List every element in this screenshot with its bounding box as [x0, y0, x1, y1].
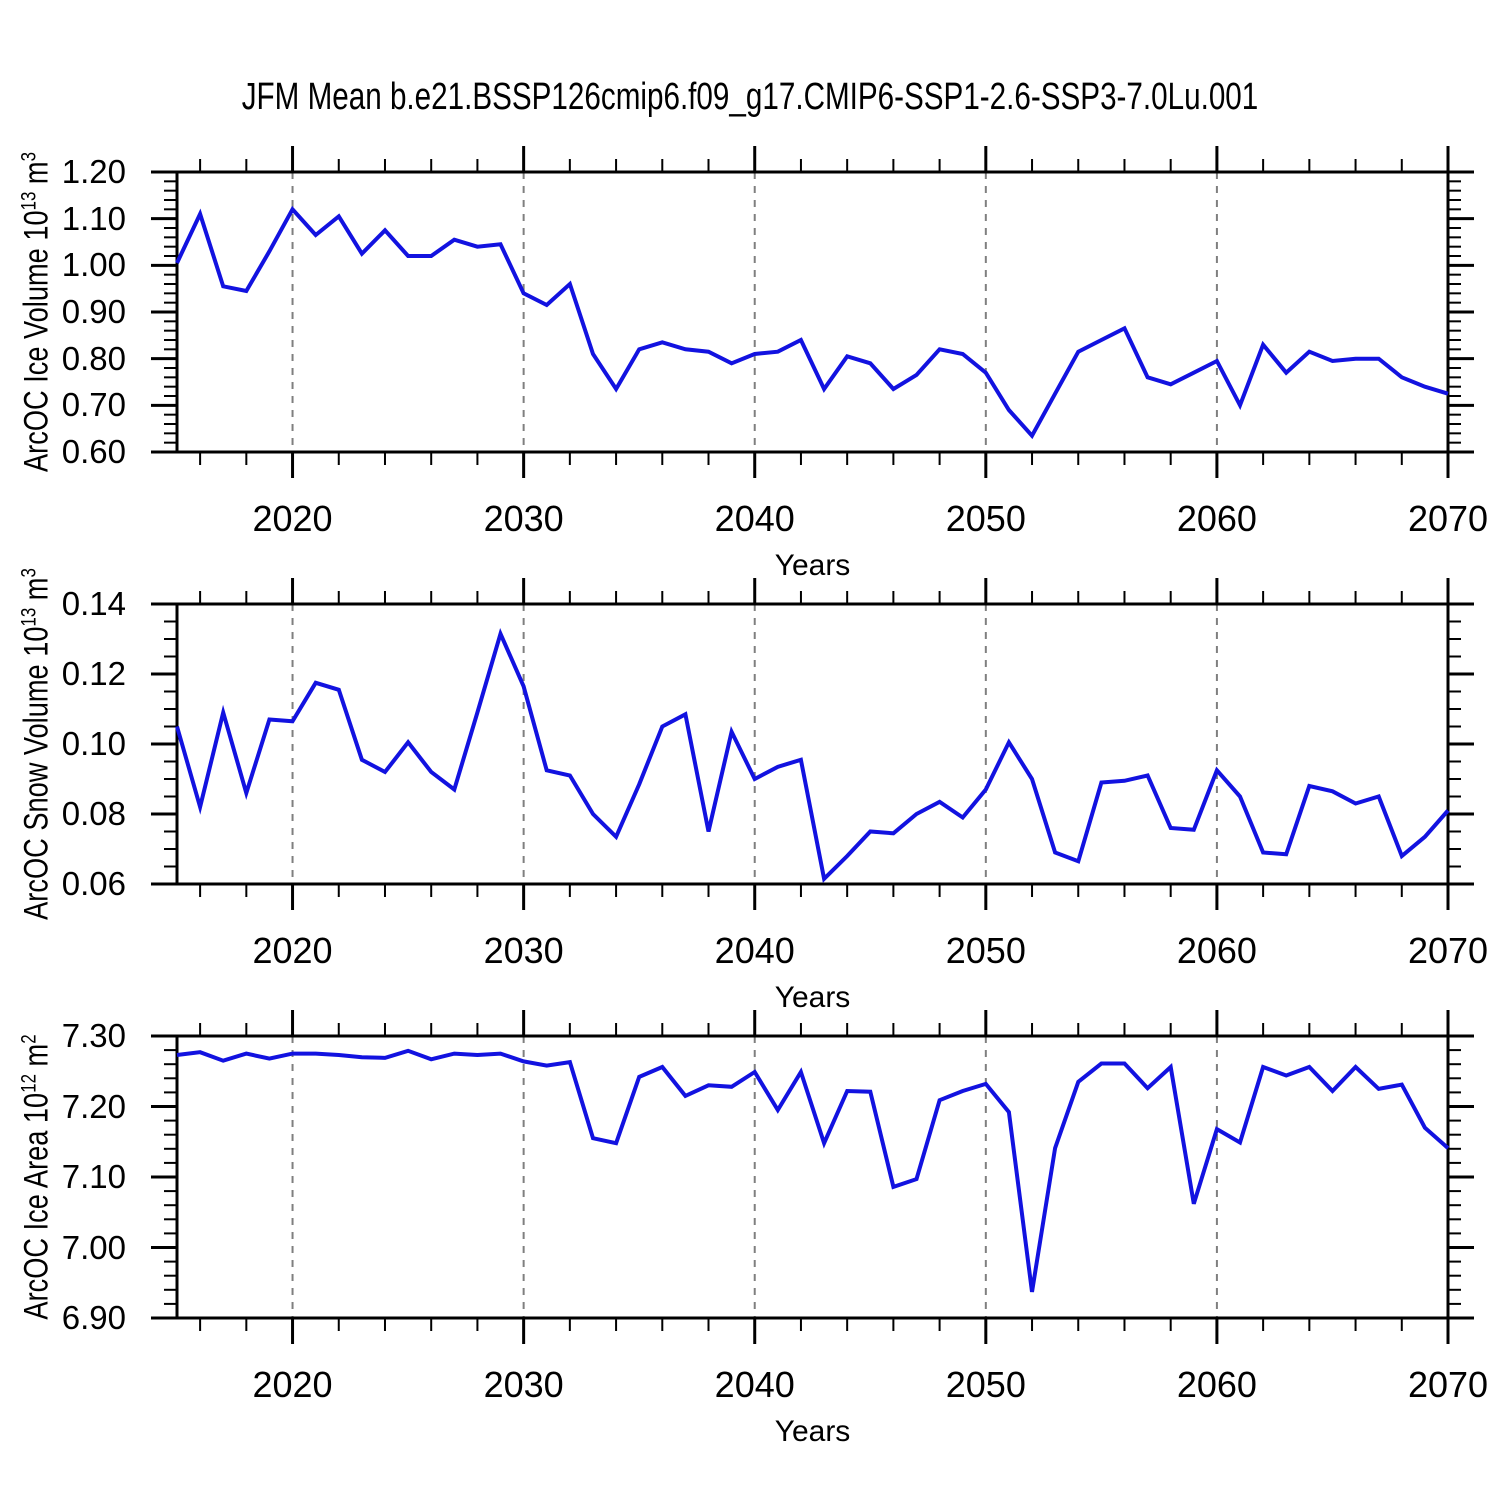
plot-border: [175, 1034, 1450, 1320]
figure-title: JFM Mean b.e21.BSSP126cmip6.f09_g17.CMIP…: [241, 76, 1259, 118]
exponent-text: 2: [17, 1034, 41, 1044]
ice-volume-y-axis-title: ArcOC Ice Volume 1013 m3: [17, 152, 56, 472]
plot-border: [175, 170, 1450, 454]
y-axis-title-text: ArcOC Ice Volume 10: [17, 210, 56, 472]
x-tick-label: 2070: [1407, 498, 1489, 539]
x-tick-label: 2040: [714, 930, 795, 971]
y-tick-label: 6.90: [61, 1299, 126, 1336]
ice-area-panel: [151, 1010, 1474, 1344]
y-tick-label: 0.70: [61, 386, 126, 424]
y-tick-label: 0.06: [61, 865, 126, 902]
snow-volume-panel: [151, 578, 1474, 910]
x-tick-label: 2050: [945, 1364, 1026, 1405]
plot-border: [175, 602, 1450, 886]
y-tick-label: 0.10: [61, 725, 126, 762]
y-tick-label: 1.10: [61, 199, 126, 237]
x-axis-title: Years: [774, 549, 851, 582]
x-tick-label: 2070: [1407, 930, 1489, 971]
x-tick-label: 2040: [714, 498, 795, 539]
exponent-text: 3: [17, 568, 41, 578]
x-tick-label: 2060: [1176, 498, 1257, 539]
exponent-text: 13: [17, 607, 41, 627]
ice-area-line: [176, 1048, 1450, 1293]
ice-volume-panel: [151, 146, 1474, 478]
y-axis-title-text: m: [17, 577, 56, 608]
snow-volume-y-axis-title: ArcOC Snow Volume 1013 m3: [17, 568, 56, 920]
snow-volume-line: [175, 627, 1450, 883]
x-tick-label: 2050: [945, 498, 1026, 539]
x-tick-label: 2040: [714, 1364, 795, 1405]
y-tick-label: 0.14: [61, 585, 126, 622]
x-tick-label: 2070: [1407, 1364, 1489, 1405]
y-axis-title-text: ArcOC Snow Volume 10: [17, 626, 56, 920]
y-tick-label: 7.20: [61, 1087, 126, 1125]
x-tick-label: 2030: [483, 1364, 564, 1405]
x-axis-title: Years: [774, 981, 851, 1014]
ice-volume-line: [175, 205, 1449, 440]
x-tick-label: 2030: [483, 498, 564, 539]
y-tick-label: 0.12: [61, 655, 126, 692]
y-tick-label: 0.80: [61, 339, 126, 377]
x-tick-label: 2060: [1176, 1364, 1257, 1405]
exponent-text: 13: [17, 191, 41, 211]
y-tick-label: 1.00: [61, 246, 126, 284]
x-axis-title: Years: [774, 1415, 851, 1448]
y-axis-title-text: ArcOC Ice Area 10: [17, 1092, 56, 1320]
x-tick-label: 2020: [252, 498, 333, 539]
y-tick-label: 1.20: [61, 153, 126, 190]
y-tick-label: 7.30: [61, 1017, 126, 1054]
x-tick-label: 2050: [945, 930, 1026, 971]
y-axis-title-text: m: [17, 161, 56, 192]
x-tick-label: 2030: [483, 930, 564, 971]
exponent-text: 12: [17, 1074, 41, 1093]
y-tick-label: 7.00: [61, 1228, 126, 1266]
y-tick-label: 0.60: [61, 433, 126, 470]
x-tick-label: 2020: [252, 1364, 333, 1405]
ice-area-y-axis-title: ArcOC Ice Area 1012 m2: [17, 1034, 56, 1320]
x-tick-label: 2060: [1176, 930, 1257, 971]
exponent-text: 3: [17, 152, 41, 162]
y-axis-title-text: m: [17, 1043, 56, 1075]
y-tick-label: 7.10: [61, 1158, 126, 1195]
y-tick-label: 0.08: [61, 795, 126, 832]
y-tick-label: 0.90: [61, 293, 126, 330]
x-tick-label: 2020: [252, 930, 333, 971]
